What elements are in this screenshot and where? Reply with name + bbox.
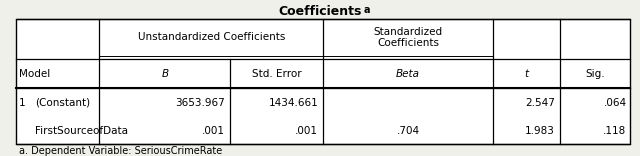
Text: t: t: [524, 69, 529, 79]
Text: a. Dependent Variable: SeriousCrimeRate: a. Dependent Variable: SeriousCrimeRate: [19, 146, 223, 156]
Text: .001: .001: [202, 126, 225, 136]
Text: 3653.967: 3653.967: [175, 98, 225, 108]
Text: 2.547: 2.547: [525, 98, 555, 108]
Text: 1.983: 1.983: [525, 126, 555, 136]
Text: Sig.: Sig.: [586, 69, 605, 79]
Text: Coefficients: Coefficients: [278, 5, 362, 18]
Text: FirstSourceofData: FirstSourceofData: [35, 126, 128, 136]
Text: Unstandardized Coefficients: Unstandardized Coefficients: [138, 32, 285, 42]
Text: B: B: [161, 69, 168, 79]
Text: Std. Error: Std. Error: [252, 69, 301, 79]
Text: Beta: Beta: [396, 69, 420, 79]
Text: a: a: [364, 5, 370, 15]
Text: 1: 1: [19, 98, 26, 108]
Text: .064: .064: [604, 98, 627, 108]
Text: Model: Model: [19, 69, 51, 79]
Text: .118: .118: [604, 126, 627, 136]
Text: 1434.661: 1434.661: [268, 98, 318, 108]
Text: (Constant): (Constant): [35, 98, 90, 108]
Text: .704: .704: [396, 126, 420, 136]
Bar: [16, 19, 630, 144]
Text: .001: .001: [295, 126, 318, 136]
Text: Standardized
Coefficients: Standardized Coefficients: [373, 27, 443, 48]
